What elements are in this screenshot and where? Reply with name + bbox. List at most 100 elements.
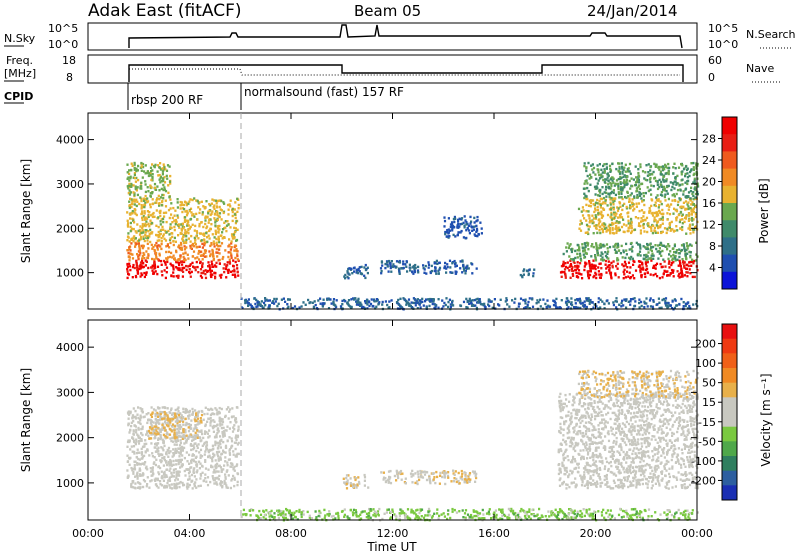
velocity-colorbar-tick-label-5: -50 <box>698 435 716 448</box>
cpid-segment-1: rbsp 200 RF <box>131 93 203 107</box>
power-colorbar-tick-label-6: 28 <box>702 133 716 146</box>
freq-panel: Freq. [MHz] 18 8 60 0 Nave <box>4 54 780 84</box>
power-ytick-label-0: 1000 <box>56 267 84 280</box>
velocity-colorbar-swatch-5 <box>722 397 737 413</box>
power-colorbar-swatch-5 <box>722 203 737 221</box>
nsky-tick-top: 10^5 <box>48 22 78 35</box>
beam-label: Beam 05 <box>354 2 421 20</box>
freq-tick-bottom: 8 <box>66 71 73 84</box>
cpid-label: CPID <box>4 90 33 103</box>
velocity-colorbar-swatch-3 <box>722 368 737 384</box>
x-tick-label-1: 04:00 <box>174 527 206 540</box>
velocity-ytick-label-1: 2000 <box>56 432 84 445</box>
power-region-4 <box>343 263 369 280</box>
power-colorbar-swatch-1 <box>722 134 737 152</box>
nave-tick-bottom: 0 <box>708 71 715 84</box>
power-region-12 <box>240 297 699 311</box>
power-colorbar-swatch-2 <box>722 151 737 170</box>
velocity-colorbar-swatch-10 <box>722 470 737 486</box>
nsky-tick-bottom: 10^0 <box>48 38 78 51</box>
power-colorbar-tick-label-2: 12 <box>702 219 716 232</box>
velocity-ytick-label-3: 4000 <box>56 341 84 354</box>
power-colorbar-swatch-9 <box>722 271 737 290</box>
power-region-10 <box>577 197 699 236</box>
velocity-colorbar-swatch-7 <box>722 426 737 442</box>
power-ylabel: Slant Range [km] <box>19 159 33 263</box>
velocity-panel: 1000 2000 3000 4000 Slant Range [km] <box>19 319 700 522</box>
nsearch-tick-top: 10^5 <box>708 22 738 35</box>
nave-line <box>129 68 680 76</box>
x-tick-label-6: 00:00 <box>681 527 713 540</box>
velocity-ytick-label-2: 3000 <box>56 386 84 399</box>
power-region-2 <box>126 197 240 244</box>
power-colorbar-swatch-4 <box>722 185 737 204</box>
velocity-colorbar-swatch-8 <box>722 441 737 457</box>
x-axis: 00:00 04:00 08:00 12:00 16:00 20:00 00:00 <box>72 113 713 540</box>
velocity-colorbar-tick-label-6: -100 <box>691 455 716 468</box>
nsearch-tick-bottom: 10^0 <box>708 38 738 51</box>
freq-line <box>128 64 684 82</box>
power-region-11 <box>582 161 700 200</box>
velocity-colorbar-tick-label-4: -15 <box>698 416 716 429</box>
velocity-region-2 <box>342 473 370 490</box>
power-region-9 <box>562 241 699 262</box>
velocity-colorbar-swatch-6 <box>722 412 737 428</box>
power-colorbar-swatch-6 <box>722 220 737 238</box>
power-colorbar-swatch-0 <box>722 117 737 135</box>
chart-title: Adak East (fitACF) <box>88 1 242 21</box>
power-colorbar-swatch-3 <box>722 168 737 187</box>
nave-tick-top: 60 <box>708 54 722 67</box>
velocity-colorbar-tick-label-1: 100 <box>695 357 716 370</box>
power-colorbar-tick-label-1: 8 <box>709 240 716 253</box>
x-tick-label-4: 16:00 <box>478 527 510 540</box>
nsky-label: N.Sky <box>4 32 36 45</box>
velocity-region-5 <box>577 369 700 400</box>
cpid-row: CPID rbsp 200 RF normalsound (fast) 157 … <box>4 83 404 110</box>
velocity-ytick-label-0: 1000 <box>56 477 84 490</box>
freq-tick-top: 18 <box>62 54 76 67</box>
power-colorbar-swatch-7 <box>722 237 737 256</box>
power-region-5 <box>379 259 478 275</box>
power-ytick-label-2: 3000 <box>56 178 84 191</box>
power-colorbar-tick-label-0: 4 <box>709 262 716 275</box>
x-axis-label: Time UT <box>366 540 417 554</box>
velocity-colorbar-tick-label-0: 200 <box>695 338 716 351</box>
velocity-ylabel: Slant Range [km] <box>19 368 33 472</box>
power-region-3 <box>126 161 172 200</box>
velocity-region-4 <box>557 392 700 490</box>
date-label: 24/Jan/2014 <box>587 2 678 20</box>
nave-label: Nave <box>746 62 774 75</box>
nsky-line <box>128 24 683 49</box>
velocity-colorbar-tick-label-3: 15 <box>702 396 716 409</box>
nsearch-label: N.Search <box>746 28 796 41</box>
velocity-colorbar-tick-label-7: -200 <box>691 474 716 487</box>
velocity-colorbar-swatch-1 <box>722 338 737 354</box>
x-tick-label-3: 12:00 <box>377 527 409 540</box>
velocity-colorbar: 200 100 50 15 -15 -50 -100 -200 Velocity [m s⁻¹… <box>691 323 773 501</box>
velocity-region-3 <box>380 469 478 486</box>
power-colorbar-label: Power [dB] <box>757 178 771 243</box>
power-colorbar-swatch-8 <box>722 254 737 273</box>
freq-label-line2: [MHz] <box>4 67 36 80</box>
power-colorbar: 4 8 12 16 20 24 28 Power [dB] <box>702 116 771 290</box>
freq-label-line1: Freq. <box>6 54 33 67</box>
velocity-colorbar-label: Velocity [m s⁻¹] <box>759 373 773 466</box>
velocity-colorbar-swatch-0 <box>722 324 737 340</box>
nsky-panel: N.Sky 10^5 10^0 10^5 10^0 N.Search <box>4 22 796 51</box>
velocity-colorbar-swatch-4 <box>722 382 737 398</box>
power-region-7 <box>443 215 483 240</box>
power-ytick-label-1: 2000 <box>56 222 84 235</box>
velocity-region-1 <box>147 410 204 440</box>
x-tick-label-2: 08:00 <box>275 527 307 540</box>
cpid-segment-2: normalsound (fast) 157 RF <box>244 85 404 99</box>
velocity-colorbar-frame <box>721 323 738 501</box>
power-colorbar-tick-label-4: 20 <box>702 176 716 189</box>
power-region-6 <box>519 268 536 279</box>
velocity-colorbar-swatch-9 <box>722 456 737 472</box>
power-panel: 1000 2000 3000 4000 Slant Range [km] <box>19 112 700 311</box>
power-region-8 <box>559 259 699 280</box>
power-region-0 <box>126 259 240 280</box>
velocity-colorbar-tick-label-2: 50 <box>702 377 716 390</box>
power-ytick-label-3: 4000 <box>56 134 84 147</box>
